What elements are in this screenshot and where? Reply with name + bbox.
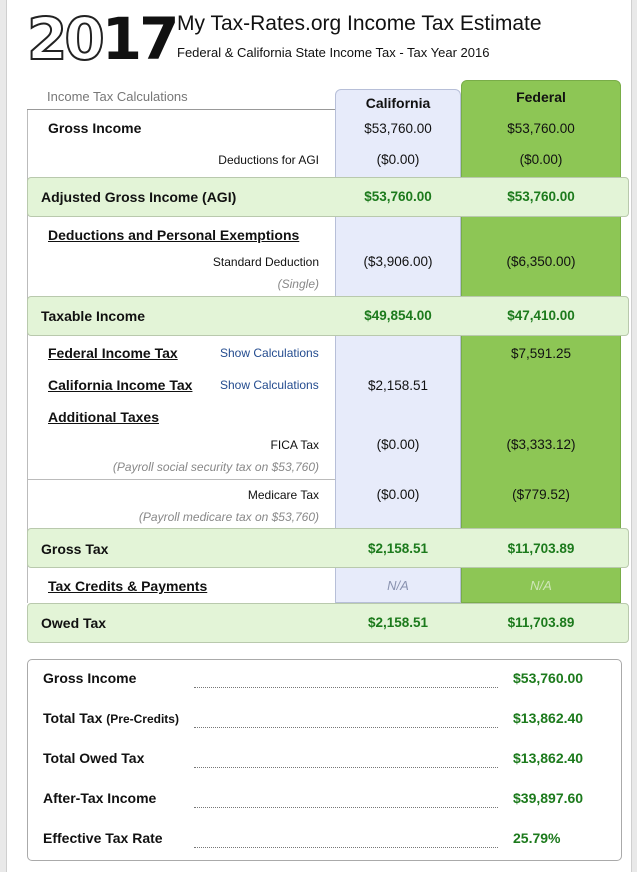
summary-total-owed-value: $13,862.40 [513, 750, 584, 766]
summary-gross-income-value: $53,760.00 [513, 670, 584, 686]
gross-income-fed: $53,760.00 [507, 121, 575, 136]
federal-column [461, 80, 621, 603]
additional-taxes-heading[interactable]: Additional Taxes [48, 409, 159, 425]
taxable-income-fed: $47,410.00 [507, 308, 575, 323]
federal-income-tax-heading[interactable]: Federal Income Tax [48, 345, 178, 361]
california-column [335, 89, 461, 603]
tax-credits-fed: N/A [530, 578, 552, 593]
agi-fed: $53,760.00 [507, 189, 575, 204]
federal-income-tax-fed: $7,591.25 [510, 346, 572, 361]
summary-total-owed-label: Total Owed Tax [43, 750, 145, 766]
summary-leader-1 [194, 687, 498, 688]
agi-band [27, 177, 629, 217]
gross-income-label: Gross Income [48, 120, 142, 136]
federal-column-header: Federal [516, 89, 566, 105]
federal-show-calculations-link[interactable]: Show Calculations [220, 346, 319, 360]
owed-tax-band [27, 603, 629, 643]
summary-leader-4 [194, 807, 498, 808]
year-logo-thin: 20 [26, 5, 106, 73]
standard-deduction-label: Standard Deduction [212, 255, 319, 269]
deductions-agi-ca: ($0.00) [376, 152, 420, 167]
fica-separator [27, 479, 335, 480]
tax-estimate-card: 2017 My Tax-Rates.org Income Tax Estimat… [6, 0, 632, 872]
page-title: My Tax-Rates.org Income Tax Estimate [177, 12, 542, 35]
medicare-tax-fed: ($779.52) [512, 487, 570, 502]
owed-tax-fed: $11,703.89 [507, 615, 575, 630]
fica-tax-ca: ($0.00) [376, 437, 420, 452]
summary-leader-5 [194, 847, 498, 848]
gross-tax-ca: $2,158.51 [367, 541, 429, 556]
medicare-tax-note: (Payroll medicare tax on $53,760) [138, 510, 319, 524]
summary-box [27, 659, 622, 861]
fica-tax-fed: ($3,333.12) [506, 437, 576, 452]
summary-total-tax-label-text: Total Tax [43, 710, 103, 726]
california-column-header: California [365, 95, 431, 111]
gross-income-ca: $53,760.00 [364, 121, 432, 136]
taxable-income-ca: $49,854.00 [364, 308, 432, 323]
standard-deduction-fed: ($6,350.00) [506, 254, 576, 269]
agi-label: Adjusted Gross Income (AGI) [41, 189, 237, 205]
summary-total-tax-label-small: (Pre-Credits) [106, 712, 179, 726]
taxable-income-label: Taxable Income [41, 308, 146, 324]
owed-tax-ca: $2,158.51 [367, 615, 429, 630]
agi-ca: $53,760.00 [364, 189, 432, 204]
gross-tax-band [27, 528, 629, 568]
table-top-line [27, 109, 335, 110]
page-subtitle: Federal & California State Income Tax - … [177, 45, 490, 60]
fica-tax-note: (Payroll social security tax on $53,760) [112, 460, 319, 474]
year-logo-bold: 17 [101, 5, 180, 73]
summary-effective-rate-value: 25.79% [513, 830, 561, 846]
calculations-header: Income Tax Calculations [47, 89, 188, 104]
owed-tax-label: Owed Tax [41, 615, 107, 631]
standard-deduction-ca: ($3,906.00) [363, 254, 433, 269]
year-logo: 2017 [26, 9, 179, 69]
tax-credits-heading[interactable]: Tax Credits & Payments [48, 578, 208, 594]
deductions-agi-fed: ($0.00) [519, 152, 563, 167]
deductions-agi-label: Deductions for AGI [218, 153, 319, 167]
summary-total-tax-label: Total Tax (Pre-Credits) [43, 710, 179, 726]
standard-deduction-note: (Single) [277, 277, 319, 291]
summary-leader-2 [194, 727, 498, 728]
fica-tax-label: FICA Tax [270, 438, 319, 452]
summary-after-tax-value: $39,897.60 [513, 790, 584, 806]
medicare-tax-ca: ($0.00) [376, 487, 420, 502]
deductions-exemptions-heading[interactable]: Deductions and Personal Exemptions [48, 227, 300, 243]
tax-credits-ca: N/A [387, 578, 409, 593]
summary-total-tax-value: $13,862.40 [513, 710, 584, 726]
gross-tax-fed: $11,703.89 [507, 541, 575, 556]
taxable-income-band [27, 296, 629, 336]
table-left-border [27, 109, 335, 603]
gross-tax-label: Gross Tax [41, 541, 109, 557]
summary-effective-rate-label: Effective Tax Rate [43, 830, 163, 846]
summary-after-tax-label: After-Tax Income [43, 790, 157, 806]
medicare-tax-label: Medicare Tax [247, 488, 319, 502]
california-income-tax-heading[interactable]: California Income Tax [48, 377, 193, 393]
california-income-tax-ca: $2,158.51 [367, 378, 429, 393]
california-show-calculations-link[interactable]: Show Calculations [220, 378, 319, 392]
summary-leader-3 [194, 767, 498, 768]
summary-gross-income-label: Gross Income [43, 670, 137, 686]
